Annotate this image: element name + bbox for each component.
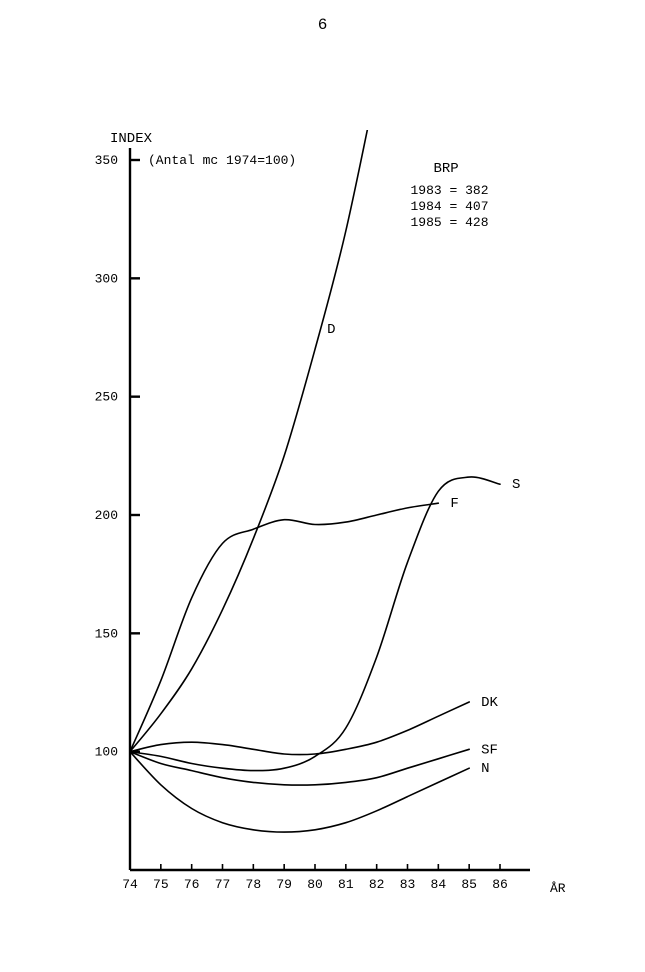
series-dk xyxy=(130,702,469,755)
y-tick-label: 350 xyxy=(95,153,118,168)
x-tick-label: 78 xyxy=(246,877,262,892)
x-tick-label: 76 xyxy=(184,877,200,892)
x-tick-label: 86 xyxy=(492,877,508,892)
series-label-sf: SF xyxy=(481,742,498,758)
chart-subtitle: (Antal mc 1974=100) xyxy=(148,153,296,168)
x-tick-label: 80 xyxy=(307,877,323,892)
x-tick-label: 81 xyxy=(338,877,354,892)
annotation-line: 1984 = 407 xyxy=(411,199,489,214)
y-tick-label: 300 xyxy=(95,271,118,286)
y-tick-label: 150 xyxy=(95,626,118,641)
annotation-title: BRP xyxy=(434,161,459,177)
x-tick-label: 82 xyxy=(369,877,385,892)
series-d xyxy=(130,130,377,752)
series-label-s: S xyxy=(512,477,520,493)
x-tick-label: 79 xyxy=(276,877,292,892)
series-label-n: N xyxy=(481,761,489,777)
x-tick-label: 74 xyxy=(122,877,138,892)
y-tick-label: 200 xyxy=(95,508,118,523)
y-tick-label: 250 xyxy=(95,390,118,405)
x-tick-label: 85 xyxy=(461,877,477,892)
series-f xyxy=(130,503,438,752)
y-axis-title: INDEX xyxy=(110,131,153,147)
x-tick-label: 77 xyxy=(215,877,231,892)
page-number: 6 xyxy=(0,16,645,34)
series-s xyxy=(130,477,500,771)
x-axis-title: ÅR xyxy=(550,881,566,896)
series-label-f: F xyxy=(450,496,458,512)
annotation-line: 1983 = 382 xyxy=(411,183,489,198)
y-tick-label: 100 xyxy=(95,745,118,760)
x-tick-label: 83 xyxy=(400,877,416,892)
x-tick-label: 84 xyxy=(431,877,447,892)
series-label-d: D xyxy=(327,322,335,338)
series-label-dk: DK xyxy=(481,695,498,711)
chart: 100 150 200 250 300 350 74 75 76 77 78 79 80 81 82 83 84… xyxy=(60,130,600,920)
annotation-line: 1985 = 428 xyxy=(411,215,489,230)
x-tick-label: 75 xyxy=(153,877,169,892)
